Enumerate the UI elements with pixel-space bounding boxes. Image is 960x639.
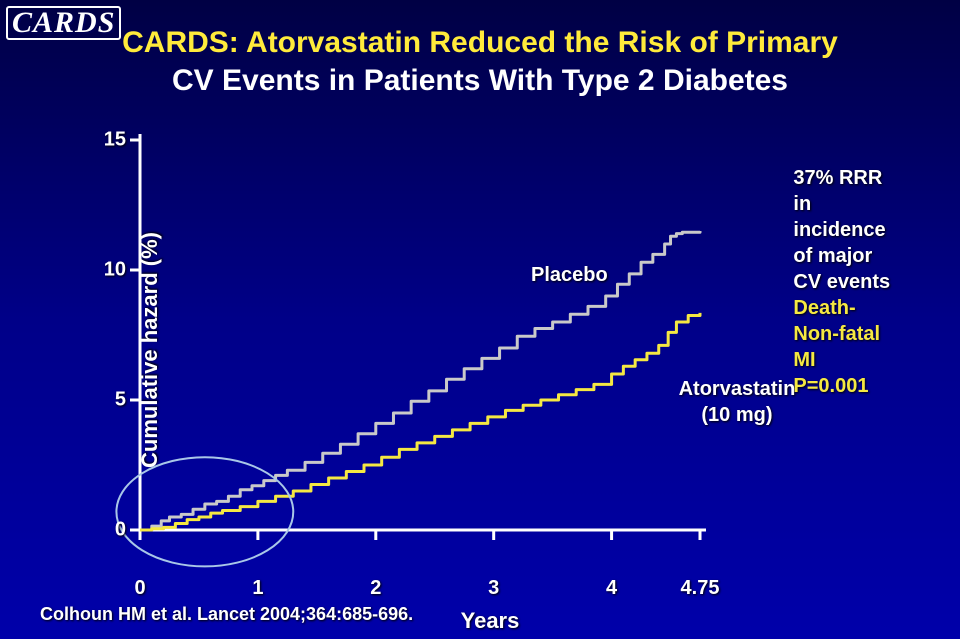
- atorvastatin-series-label: Atorvastatin (10 mg): [679, 376, 796, 428]
- chart-area: Cumulative hazard (%) Years 051015 01234…: [80, 130, 900, 570]
- slide-title: CARDS: Atorvastatin Reduced the Risk of …: [0, 24, 960, 99]
- rrr-line5: P=0.001: [793, 373, 900, 399]
- rrr-line3: CV events: [793, 269, 900, 295]
- x-tick: 3: [474, 577, 514, 600]
- title-line-2: CV Events in Patients With Type 2 Diabet…: [0, 62, 960, 100]
- placebo-series-label: Placebo: [531, 262, 608, 288]
- y-tick: 5: [96, 389, 126, 412]
- x-tick: 4.75: [680, 577, 720, 600]
- x-tick: 4: [592, 577, 632, 600]
- y-tick: 15: [96, 129, 126, 152]
- rrr-line2: incidence of major: [793, 217, 900, 269]
- rrr-line1: 37% RRR in: [793, 165, 900, 217]
- citation: Colhoun HM et al. Lancet 2004;364:685-69…: [40, 604, 413, 625]
- x-tick: 2: [356, 577, 396, 600]
- x-tick: 1: [238, 577, 278, 600]
- y-tick: 10: [96, 259, 126, 282]
- rrr-line4: Death-Non-fatal MI: [793, 295, 900, 373]
- atv-label-line1: Atorvastatin: [679, 376, 796, 402]
- title-line-1: CARDS: Atorvastatin Reduced the Risk of …: [0, 24, 960, 62]
- atv-label-line2: (10 mg): [679, 402, 796, 428]
- y-tick: 0: [96, 519, 126, 542]
- rrr-annotation: 37% RRR in incidence of major CV events …: [793, 165, 900, 399]
- chart-svg: [80, 130, 900, 570]
- x-tick: 0: [120, 577, 160, 600]
